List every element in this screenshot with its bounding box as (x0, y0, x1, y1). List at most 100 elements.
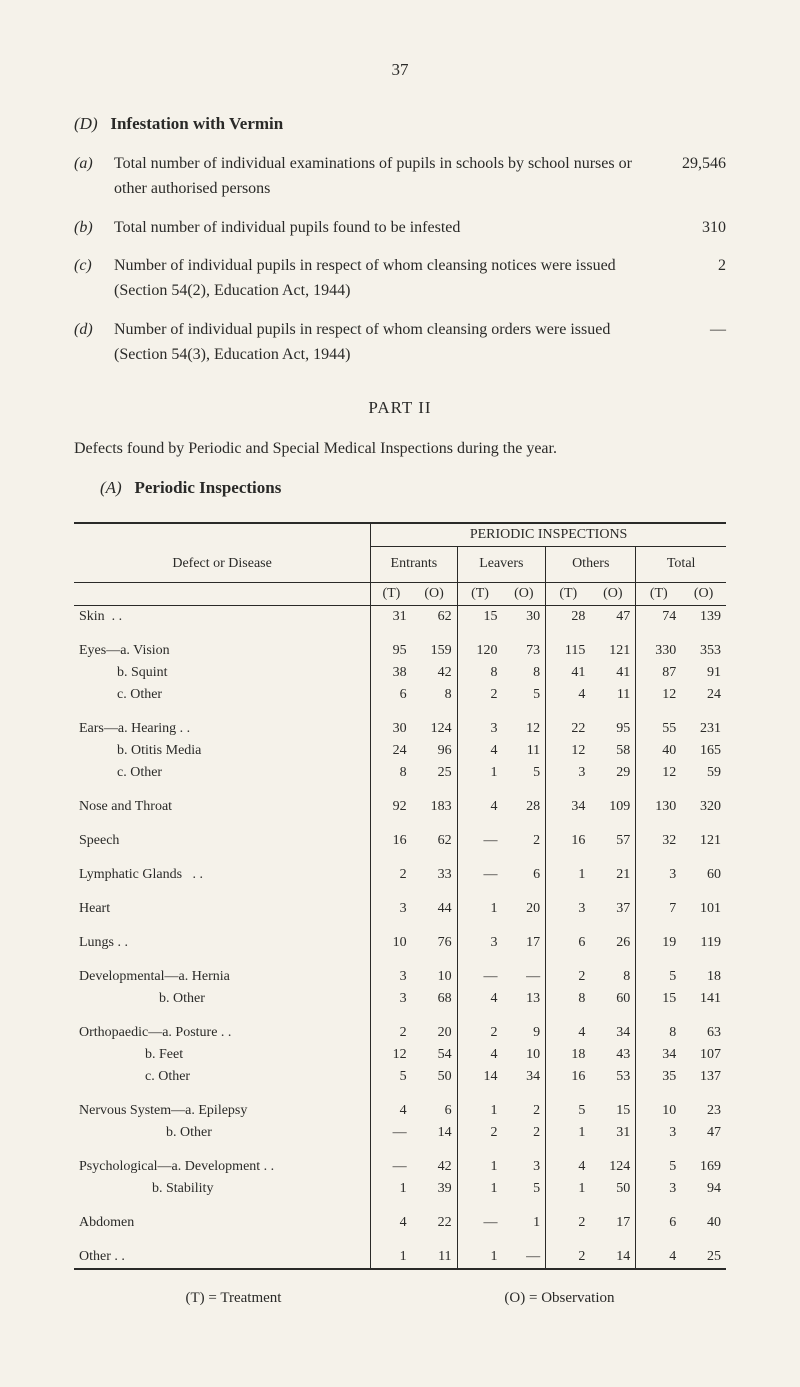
table-row: Lymphatic Glands . .233—6121360 (74, 864, 726, 886)
cell: — (457, 830, 502, 852)
cell: 50 (412, 1066, 457, 1088)
item-a: (a) Total number of individual examinati… (74, 152, 726, 202)
cell: 1 (457, 762, 502, 784)
cell: 231 (681, 718, 726, 740)
cell: 42 (412, 662, 457, 684)
cell: 10 (503, 1044, 546, 1066)
item-text: Number of individual pupils in respect o… (114, 254, 656, 304)
subcol: (T) (546, 583, 591, 606)
cell: 40 (681, 1212, 726, 1234)
cell: 1 (457, 1156, 502, 1178)
cell: 11 (412, 1246, 457, 1269)
row-label: b. Squint (74, 662, 371, 684)
cell: 5 (503, 762, 546, 784)
cell: 8 (546, 988, 591, 1010)
cell: 20 (412, 1022, 457, 1044)
cell: 1 (546, 1122, 591, 1144)
cell: 41 (546, 662, 591, 684)
cell: — (503, 1246, 546, 1269)
cell: 74 (636, 606, 681, 629)
subcol: (T) (371, 583, 412, 606)
cell: — (371, 1122, 412, 1144)
spacer-row (74, 852, 726, 864)
cell: 6 (546, 932, 591, 954)
cell: 5 (371, 1066, 412, 1088)
row-label: Skin . . (74, 606, 371, 629)
cell: 12 (503, 718, 546, 740)
cell: 330 (636, 640, 681, 662)
cell: 1 (546, 864, 591, 886)
cell: 22 (412, 1212, 457, 1234)
cell: 1 (371, 1246, 412, 1269)
cell: 121 (681, 830, 726, 852)
item-b: (b) Total number of individual pupils fo… (74, 216, 726, 241)
cell: 76 (412, 932, 457, 954)
cell: 130 (636, 796, 681, 818)
subcol: (O) (412, 583, 457, 606)
item-value: 29,546 (656, 152, 726, 177)
cell: — (503, 966, 546, 988)
cell: 25 (681, 1246, 726, 1269)
cell: 2 (503, 1100, 546, 1122)
cell: 2 (457, 1122, 502, 1144)
spacer-row (74, 954, 726, 966)
cell: 2 (503, 830, 546, 852)
row-label: b. Feet (74, 1044, 371, 1066)
cell: 1 (457, 1178, 502, 1200)
cell: 14 (457, 1066, 502, 1088)
col-entrants: Entrants (371, 546, 457, 583)
cell: 12 (546, 740, 591, 762)
cell: 320 (681, 796, 726, 818)
cell: 20 (503, 898, 546, 920)
cell: 1 (546, 1178, 591, 1200)
cell: 8 (371, 762, 412, 784)
cell: 5 (636, 966, 681, 988)
table-row: b. Otitis Media2496411125840165 (74, 740, 726, 762)
footnote-left: (T) = Treatment (185, 1290, 281, 1307)
subcol: (T) (457, 583, 502, 606)
cell: 2 (503, 1122, 546, 1144)
cell: 94 (681, 1178, 726, 1200)
cell: 10 (371, 932, 412, 954)
cell: 169 (681, 1156, 726, 1178)
cell: 25 (412, 762, 457, 784)
cell: 41 (590, 662, 635, 684)
item-label: (c) (74, 254, 114, 279)
cell: 60 (590, 988, 635, 1010)
cell: 3 (503, 1156, 546, 1178)
cell: 17 (590, 1212, 635, 1234)
cell: 12 (636, 684, 681, 706)
cell: 10 (636, 1100, 681, 1122)
cell: 6 (412, 1100, 457, 1122)
cell: 4 (371, 1100, 412, 1122)
cell: 4 (457, 796, 502, 818)
cell: 15 (636, 988, 681, 1010)
cell: 5 (503, 684, 546, 706)
item-label: (d) (74, 318, 114, 343)
row-label: Abdomen (74, 1212, 371, 1234)
table-row: Psychological—a. Development . .—4213412… (74, 1156, 726, 1178)
cell: 6 (636, 1212, 681, 1234)
row-label: Lymphatic Glands . . (74, 864, 371, 886)
spacer-row (74, 1200, 726, 1212)
caption-row: PERIODIC INSPECTIONS (74, 523, 726, 547)
cell: 5 (546, 1100, 591, 1122)
cell: 92 (371, 796, 412, 818)
table-row: Abdomen422—1217640 (74, 1212, 726, 1234)
table-row: Eyes—a. Vision9515912073115121330353 (74, 640, 726, 662)
cell: 28 (546, 606, 591, 629)
spacer-row (74, 784, 726, 796)
cell: 115 (546, 640, 591, 662)
cell: 16 (371, 830, 412, 852)
cell: 1 (457, 1100, 502, 1122)
cell: 4 (457, 1044, 502, 1066)
row-label: b. Other (74, 1122, 371, 1144)
cell: 8 (412, 684, 457, 706)
row-header: Defect or Disease (74, 546, 371, 583)
cell: 40 (636, 740, 681, 762)
row-label: Ears—a. Hearing . . (74, 718, 371, 740)
table-row: c. Other825153291259 (74, 762, 726, 784)
table-caption: PERIODIC INSPECTIONS (371, 523, 726, 547)
cell: 62 (412, 830, 457, 852)
cell: 62 (412, 606, 457, 629)
